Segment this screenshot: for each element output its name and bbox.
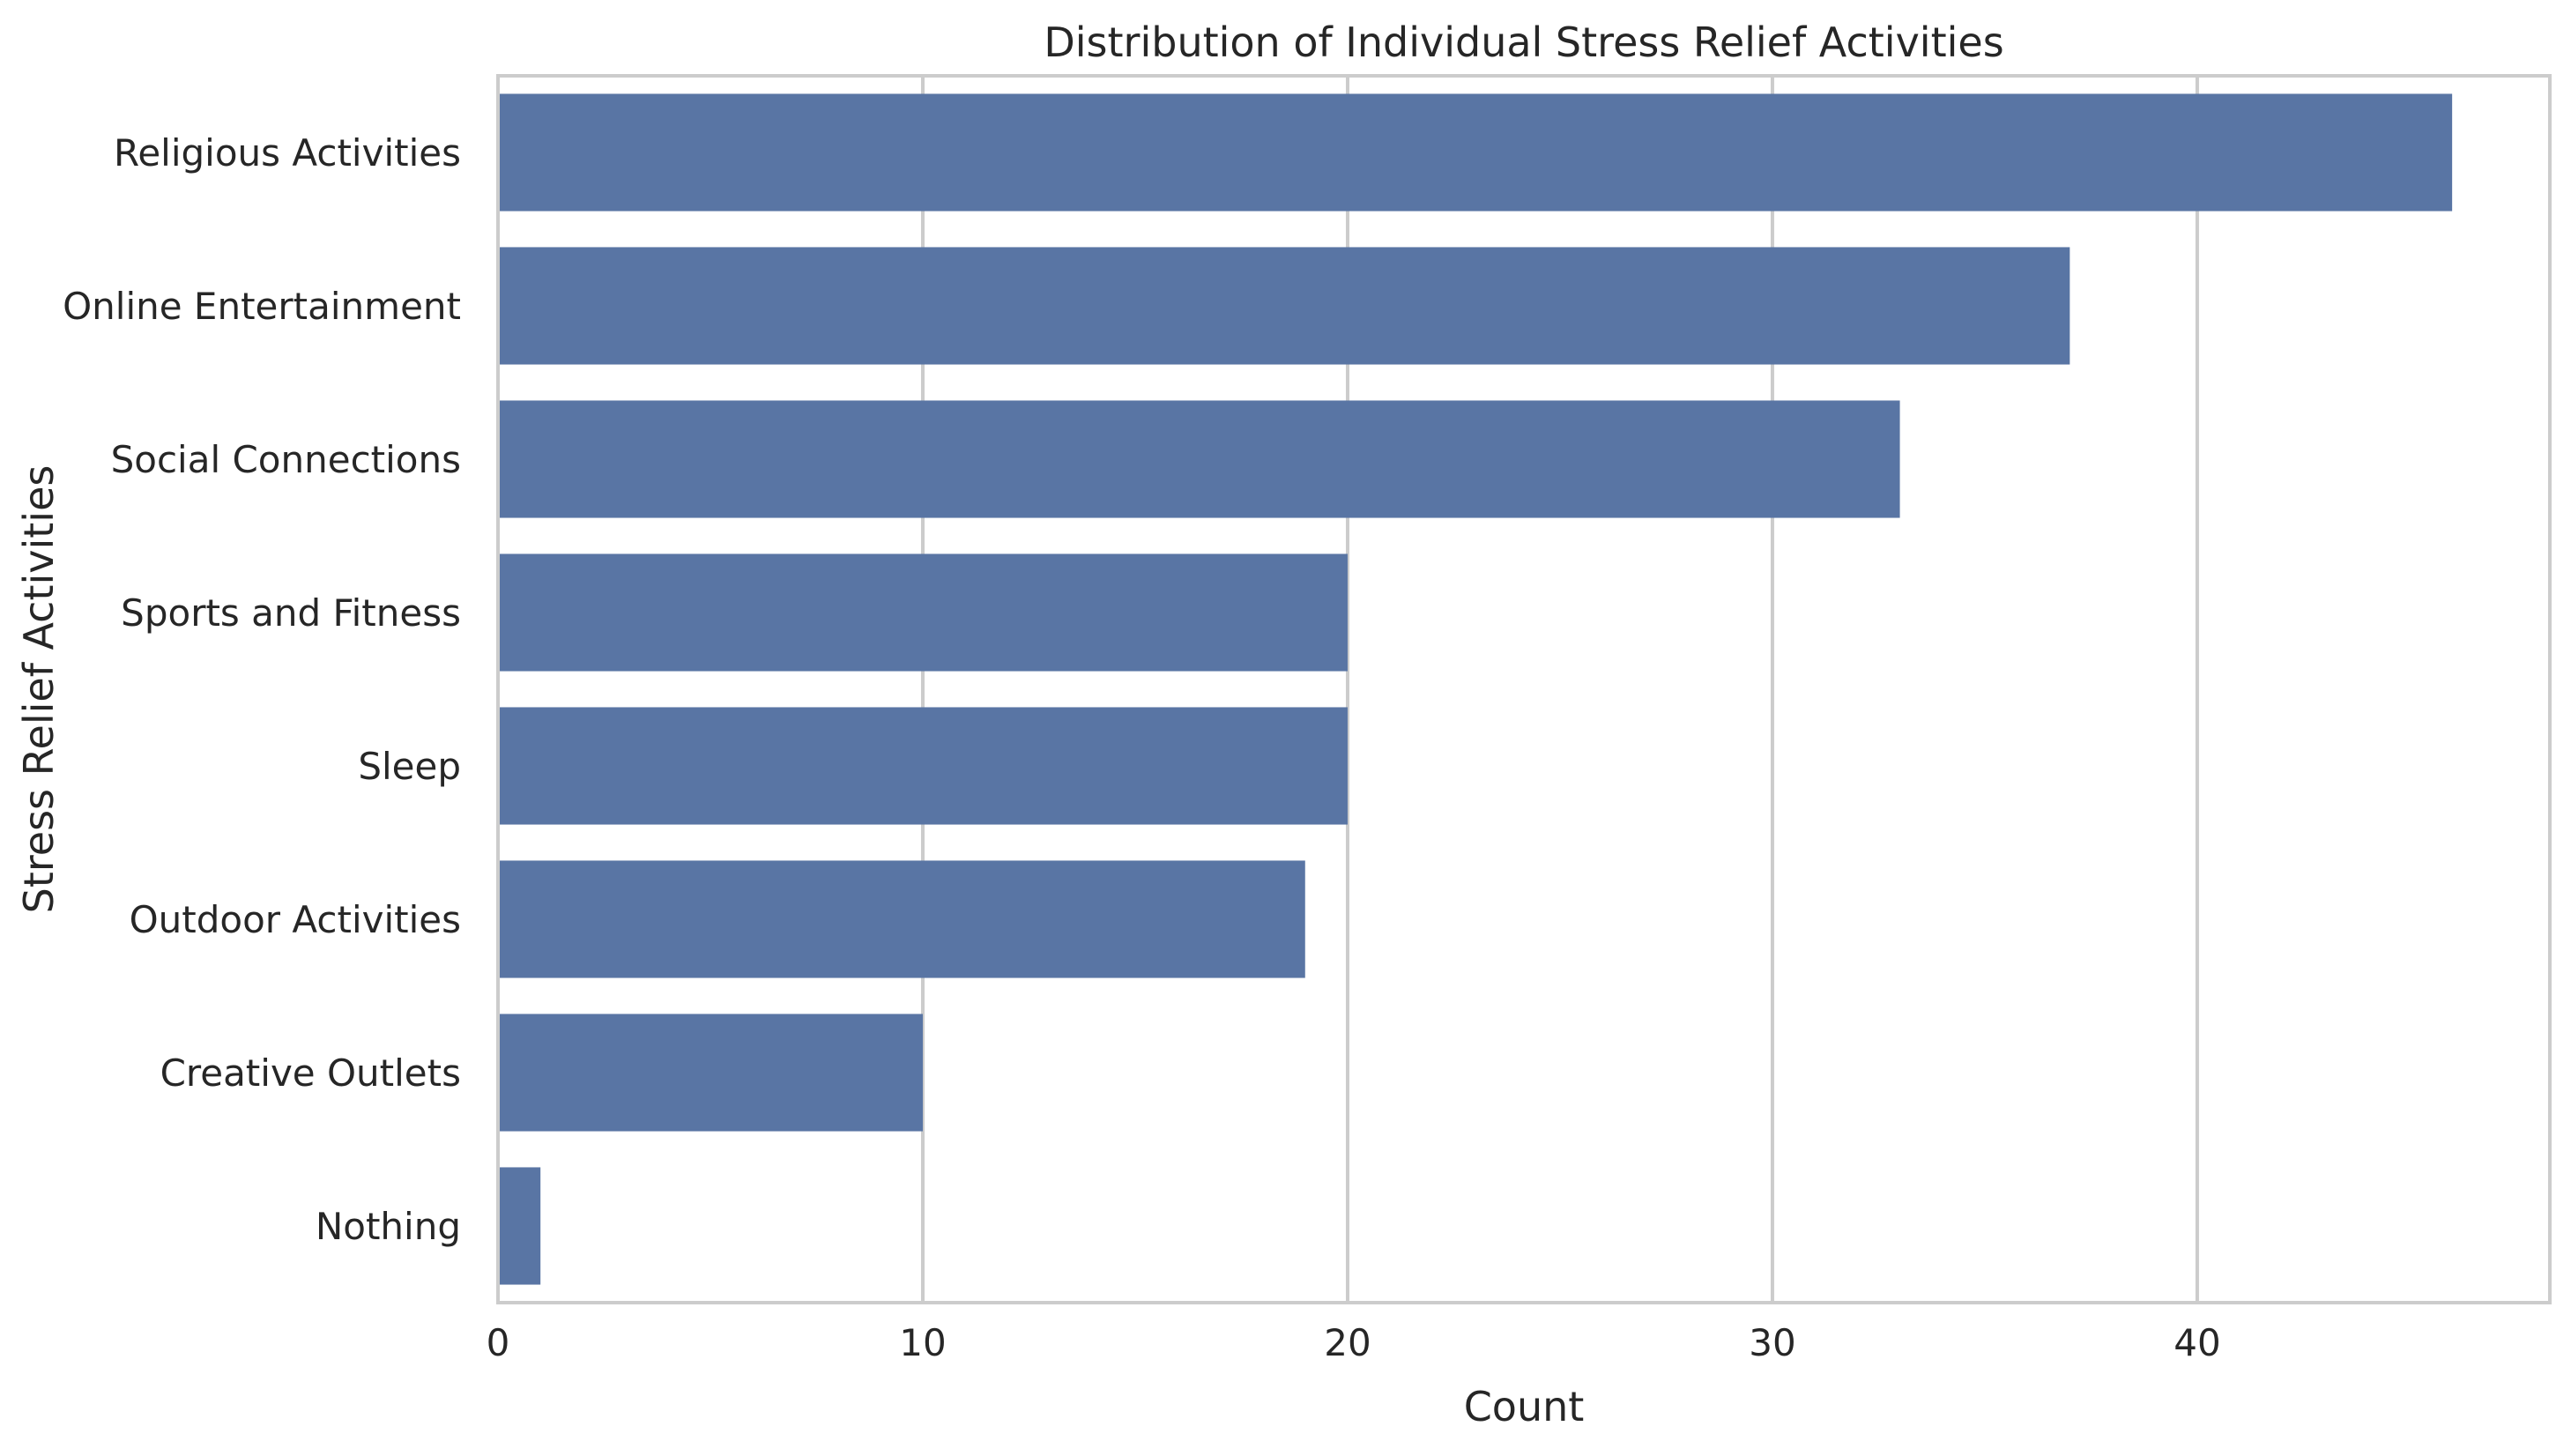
chart-title: Distribution of Individual Stress Relief…	[1044, 19, 2003, 66]
bar	[498, 400, 1900, 518]
y-tick-label: Creative Outlets	[160, 1051, 461, 1095]
bar	[498, 247, 2070, 365]
y-tick-label: Social Connections	[111, 438, 461, 481]
y-tick-label: Online Entertainment	[63, 285, 461, 328]
y-tick-label: Sports and Fitness	[121, 591, 461, 635]
x-tick-label: 30	[1749, 1321, 1795, 1364]
y-axis-label: Stress Relief Activities	[15, 465, 63, 914]
y-tick-label: Nothing	[316, 1205, 461, 1248]
bar	[498, 860, 1305, 978]
y-tick-label: Outdoor Activities	[130, 898, 461, 941]
bar	[498, 1014, 923, 1132]
x-tick-label: 20	[1324, 1321, 1371, 1364]
x-tick-label: 0	[487, 1321, 510, 1364]
bar	[498, 93, 2453, 212]
y-tick-label: Sleep	[358, 745, 461, 788]
x-tick-label: 40	[2173, 1321, 2220, 1364]
bars	[498, 93, 2453, 1285]
x-tick-labels: 0 10 20 30 40	[487, 1321, 2221, 1364]
plot-frame	[496, 74, 2552, 1304]
y-tick-labels: Religious Activities Online Entertainment…	[63, 131, 461, 1248]
y-tick-label: Religious Activities	[114, 131, 461, 175]
x-axis-label: Count	[1464, 1383, 1585, 1430]
x-tick-label: 10	[899, 1321, 946, 1364]
bar	[498, 1167, 541, 1285]
bar	[498, 707, 1348, 825]
bar	[498, 553, 1348, 672]
